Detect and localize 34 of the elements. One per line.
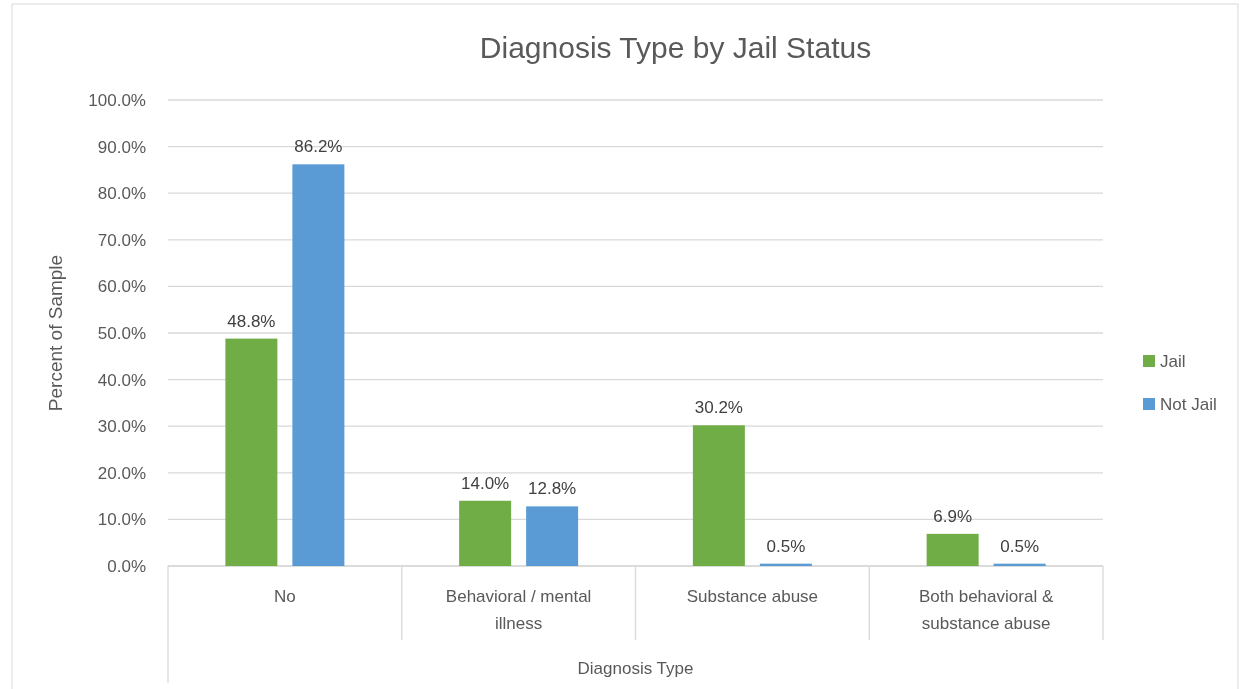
data-label: 6.9% [933,506,972,526]
bar [926,533,979,566]
x-tick-label: Both behavioral & substance abuse [919,587,1054,633]
y-tick-label: 60.0% [97,277,146,297]
data-label: 0.5% [1000,536,1039,556]
y-tick-label: 20.0% [97,463,146,483]
y-tick-label: 100.0% [88,90,146,110]
x-axis-title: Diagnosis Type [577,659,694,678]
bar [292,164,345,566]
bar [692,425,745,566]
legend-label: Not Jail [1160,394,1217,414]
y-tick-label: 80.0% [97,184,146,204]
legend-label: Jail [1160,351,1186,371]
x-tick-label: Behavioral / mental illness [445,587,592,633]
chart-title: Diagnosis Type by Jail Status [479,31,872,64]
x-tick-label: Substance abuse [686,587,819,606]
x-tick-label: No [274,587,296,606]
data-label: 0.5% [766,536,806,556]
data-label: 48.8% [227,311,276,331]
bar [225,338,278,566]
y-tick-label: 90.0% [97,137,146,157]
y-tick-label: 30.0% [97,417,146,437]
y-tick-label: 70.0% [97,230,146,250]
data-label: 30.2% [694,398,743,418]
y-tick-label: 10.0% [97,510,146,530]
data-label: 12.8% [528,479,577,499]
data-label: 86.2% [294,137,343,157]
y-tick-label: 40.0% [97,370,146,390]
y-tick-label: 0.0% [107,556,146,576]
y-axis-title: Percent of Sample [45,254,66,412]
data-label: 14.0% [461,473,510,493]
y-tick-label: 50.0% [97,323,146,343]
bar [526,506,579,566]
bar [459,500,512,566]
